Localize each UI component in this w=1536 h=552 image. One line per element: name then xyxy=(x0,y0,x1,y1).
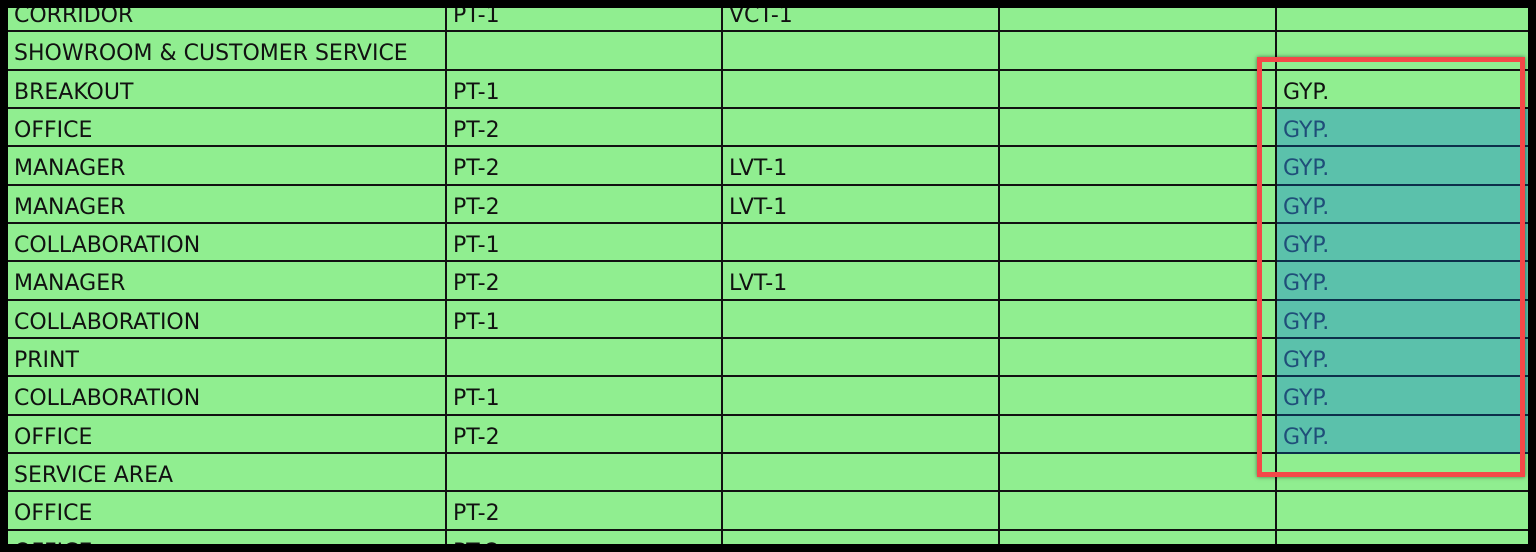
table-cell[interactable] xyxy=(723,70,1000,109)
table-cell[interactable] xyxy=(1000,377,1277,416)
table-row: MANAGER PT-2 LVT-1 GYP. xyxy=(8,147,1528,186)
table-cell[interactable] xyxy=(723,223,1000,263)
table-row: BREAKOUT PT-1 GYP. xyxy=(8,70,1528,109)
table-cell[interactable] xyxy=(1000,147,1277,186)
table-cell[interactable]: PT-1 xyxy=(447,8,723,33)
table-row: OFFICE PT-2 GYP. xyxy=(8,415,1528,454)
table-cell[interactable] xyxy=(723,453,1000,493)
table-row: MANAGER PT-2 LVT-1 GYP. xyxy=(8,185,1528,224)
table-cell[interactable]: GYP. xyxy=(1277,377,1528,416)
table-cell[interactable] xyxy=(1000,453,1277,493)
table-cell[interactable] xyxy=(723,338,1000,378)
table-row: COLLABORATION PT-1 GYP. xyxy=(8,223,1528,263)
table-cell[interactable] xyxy=(1000,8,1277,33)
table-cell[interactable]: PT-2 xyxy=(447,185,723,224)
table-row: CORRIDOR PT-1 VCT-1 xyxy=(8,8,1528,33)
table-cell[interactable] xyxy=(1000,300,1277,339)
table-cell[interactable] xyxy=(1000,262,1277,301)
table-cell[interactable]: PT-1 xyxy=(447,300,723,339)
table-cell[interactable]: OFFICE xyxy=(8,492,447,531)
table-row: COLLABORATION PT-1 GYP. xyxy=(8,377,1528,416)
table-cell[interactable] xyxy=(723,108,1000,148)
table-cell[interactable] xyxy=(723,530,1000,544)
table-cell[interactable]: PRINT xyxy=(8,338,447,378)
table-cell[interactable]: PT-2 xyxy=(447,147,723,186)
table-cell[interactable]: OFFICE xyxy=(8,415,447,454)
table-cell[interactable] xyxy=(723,415,1000,454)
table-cell[interactable] xyxy=(723,377,1000,416)
table-cell[interactable]: LVT-1 xyxy=(723,185,1000,224)
table-cell[interactable] xyxy=(723,492,1000,531)
table-cell[interactable] xyxy=(1000,492,1277,531)
table-cell[interactable]: COLLABORATION xyxy=(8,300,447,339)
table-cell[interactable] xyxy=(447,32,723,71)
table-cell[interactable]: PT-2 xyxy=(447,415,723,454)
table-cell[interactable]: BREAKOUT xyxy=(8,70,447,109)
table-cell[interactable]: PT-2 xyxy=(447,530,723,544)
table-cell[interactable]: COLLABORATION xyxy=(8,377,447,416)
table-cell[interactable]: GYP. xyxy=(1277,108,1528,148)
table-row: SERVICE AREA xyxy=(8,453,1528,493)
table-cell[interactable]: CORRIDOR xyxy=(8,8,447,33)
table-cell[interactable]: OFFICE xyxy=(8,108,447,148)
table-cell[interactable]: PT-2 xyxy=(447,262,723,301)
table-cell[interactable]: GYP. xyxy=(1277,223,1528,263)
table-cell[interactable] xyxy=(1000,70,1277,109)
table-cell[interactable] xyxy=(1277,8,1528,33)
table-cell[interactable] xyxy=(1000,32,1277,71)
spreadsheet-grid: CORRIDOR PT-1 VCT-1 SHOWROOM & CUSTOMER SER… xyxy=(8,8,1528,544)
table-row: PRINT GYP. xyxy=(8,338,1528,378)
table-cell[interactable]: GYP. xyxy=(1277,70,1528,109)
table-cell[interactable] xyxy=(1277,453,1528,493)
table-cell[interactable]: LVT-1 xyxy=(723,262,1000,301)
table-cell[interactable]: COLLABORATION xyxy=(8,223,447,263)
table-cell[interactable]: PT-1 xyxy=(447,70,723,109)
table-cell[interactable]: LVT-1 xyxy=(723,147,1000,186)
table-row: COLLABORATION PT-1 GYP. xyxy=(8,300,1528,339)
table-cell[interactable]: GYP. xyxy=(1277,262,1528,301)
table-cell[interactable]: PT-1 xyxy=(447,377,723,416)
table-cell[interactable]: MANAGER xyxy=(8,262,447,301)
table-cell[interactable] xyxy=(723,32,1000,71)
table-cell[interactable] xyxy=(447,338,723,378)
table-cell[interactable] xyxy=(1277,32,1528,71)
table-cell[interactable] xyxy=(1000,415,1277,454)
table-cell[interactable]: SERVICE AREA xyxy=(8,453,447,493)
table-cell[interactable]: PT-2 xyxy=(447,492,723,531)
table-cell[interactable]: MANAGER xyxy=(8,185,447,224)
table-cell[interactable] xyxy=(723,300,1000,339)
table-cell[interactable] xyxy=(1277,492,1528,531)
table-cell[interactable]: GYP. xyxy=(1277,415,1528,454)
spreadsheet-view: CORRIDOR PT-1 VCT-1 SHOWROOM & CUSTOMER SER… xyxy=(8,8,1528,544)
table-row: MANAGER PT-2 LVT-1 GYP. xyxy=(8,262,1528,301)
table-cell[interactable] xyxy=(1000,223,1277,263)
table-cell[interactable] xyxy=(1277,530,1528,544)
table-cell[interactable]: GYP. xyxy=(1277,338,1528,378)
table-row: OFFICE PT-2 GYP. xyxy=(8,108,1528,148)
table-cell[interactable]: GYP. xyxy=(1277,185,1528,224)
table-cell[interactable]: SHOWROOM & CUSTOMER SERVICE xyxy=(8,32,447,71)
table-cell[interactable]: PT-2 xyxy=(447,108,723,148)
table-cell[interactable] xyxy=(1000,108,1277,148)
table-cell[interactable]: OFFICE xyxy=(8,530,447,544)
table-cell[interactable]: GYP. xyxy=(1277,300,1528,339)
table-cell[interactable]: MANAGER xyxy=(8,147,447,186)
table-cell[interactable]: PT-1 xyxy=(447,223,723,263)
table-cell[interactable]: VCT-1 xyxy=(723,8,1000,33)
table-cell[interactable] xyxy=(1000,185,1277,224)
table-cell[interactable] xyxy=(447,453,723,493)
table-row: SHOWROOM & CUSTOMER SERVICE xyxy=(8,32,1528,71)
table-cell[interactable] xyxy=(1000,530,1277,544)
table-cell[interactable] xyxy=(1000,338,1277,378)
table-cell[interactable]: GYP. xyxy=(1277,147,1528,186)
